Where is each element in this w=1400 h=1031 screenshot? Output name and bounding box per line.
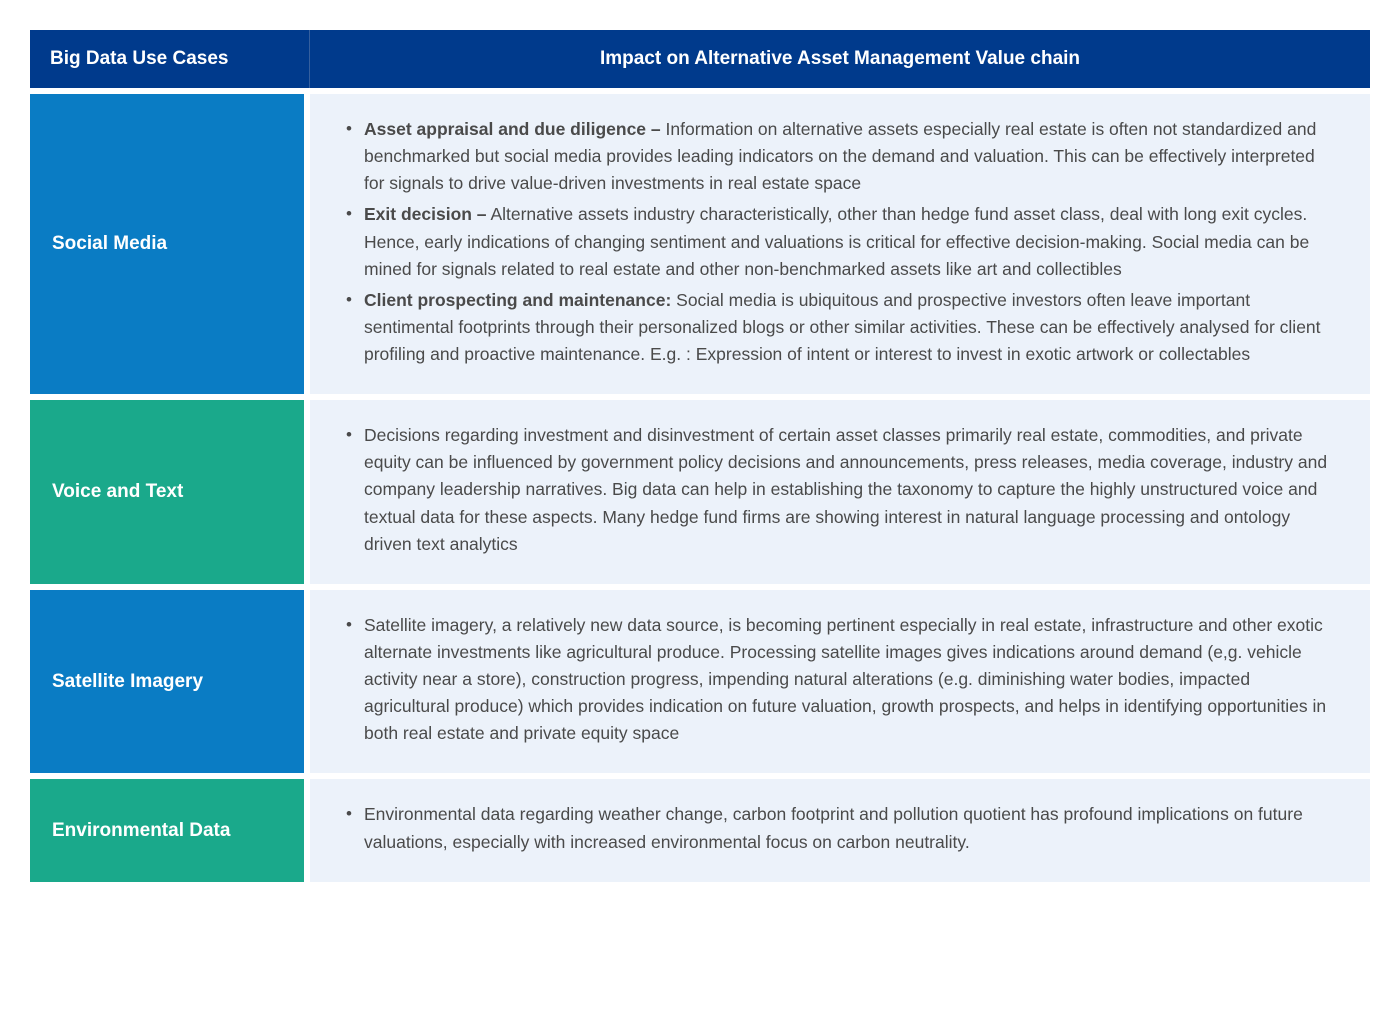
row-content: Satellite imagery, a relatively new data… <box>310 590 1370 774</box>
bullet-text: Alternative assets industry characterist… <box>364 204 1309 278</box>
table-row: Voice and Text Decisions regarding inves… <box>30 394 1370 584</box>
big-data-table: Big Data Use Cases Impact on Alternative… <box>30 30 1370 882</box>
bullet-item: Exit decision – Alternative assets indus… <box>346 201 1340 282</box>
bullet-list: Decisions regarding investment and disin… <box>332 422 1340 558</box>
row-content: Decisions regarding investment and disin… <box>310 400 1370 584</box>
row-label: Voice and Text <box>30 400 310 584</box>
bullet-list: Asset appraisal and due diligence – Info… <box>332 116 1340 368</box>
bullet-text: Environmental data regarding weather cha… <box>364 804 1303 851</box>
table-row: Satellite Imagery Satellite imagery, a r… <box>30 584 1370 774</box>
bullet-lead: Exit decision – <box>364 204 487 224</box>
row-content: Asset appraisal and due diligence – Info… <box>310 94 1370 394</box>
row-content: Environmental data regarding weather cha… <box>310 779 1370 881</box>
table-row: Environmental Data Environmental data re… <box>30 773 1370 881</box>
row-label: Satellite Imagery <box>30 590 310 774</box>
header-use-cases: Big Data Use Cases <box>30 30 310 88</box>
bullet-lead: Asset appraisal and due diligence – <box>364 119 661 139</box>
bullet-item: Decisions regarding investment and disin… <box>346 422 1340 558</box>
bullet-text: Satellite imagery, a relatively new data… <box>364 615 1326 744</box>
bullet-item: Asset appraisal and due diligence – Info… <box>346 116 1340 197</box>
bullet-list: Satellite imagery, a relatively new data… <box>332 612 1340 748</box>
bullet-item: Environmental data regarding weather cha… <box>346 801 1340 855</box>
bullet-lead: Client prospecting and maintenance: <box>364 290 671 310</box>
table-header-row: Big Data Use Cases Impact on Alternative… <box>30 30 1370 88</box>
bullet-text: Decisions regarding investment and disin… <box>364 425 1327 554</box>
bullet-item: Client prospecting and maintenance: Soci… <box>346 287 1340 368</box>
bullet-item: Satellite imagery, a relatively new data… <box>346 612 1340 748</box>
header-impact: Impact on Alternative Asset Management V… <box>310 30 1370 88</box>
row-label: Environmental Data <box>30 779 310 881</box>
row-label: Social Media <box>30 94 310 394</box>
table-body: Social Media Asset appraisal and due dili… <box>30 88 1370 882</box>
bullet-list: Environmental data regarding weather cha… <box>332 801 1340 855</box>
table-row: Social Media Asset appraisal and due dili… <box>30 88 1370 394</box>
